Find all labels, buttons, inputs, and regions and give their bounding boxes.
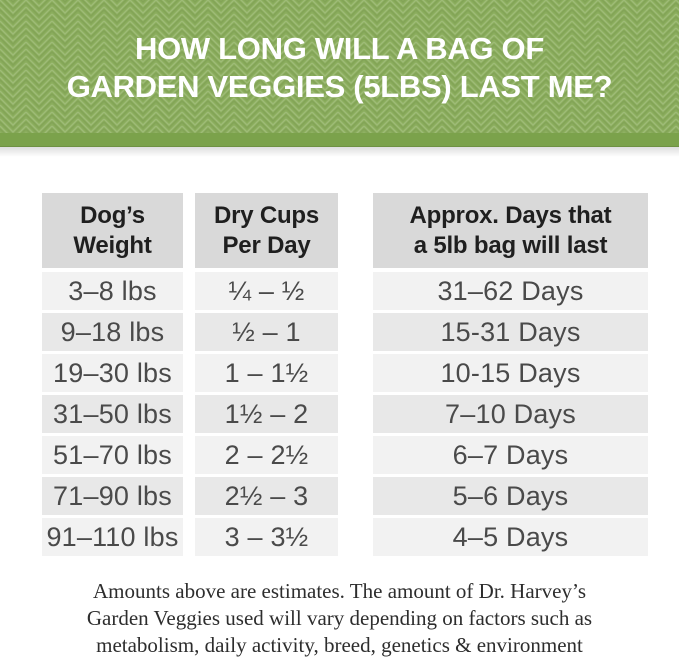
table-cell-weight-row2: 9–18 lbs	[42, 313, 183, 351]
header-line: a 5lb bag will last	[413, 231, 608, 259]
table-cell-days-row5: 6–7 Days	[373, 436, 648, 474]
table-cell-weight-row5: 51–70 lbs	[42, 436, 183, 474]
table-cell-cups-row6: 2½ – 3	[195, 477, 338, 515]
column-days-last: Approx. Days that a 5lb bag will last 31…	[373, 193, 648, 559]
table-cell-weight-row6: 71–90 lbs	[42, 477, 183, 515]
table-cell-days-row2: 15-31 Days	[373, 313, 648, 351]
header-banner: HOW LONG WILL A BAG OF GARDEN VEGGIES (5…	[0, 0, 679, 133]
header-line: Weight	[73, 231, 152, 259]
table-cell-days-row6: 5–6 Days	[373, 477, 648, 515]
banner-drop-shadow	[0, 147, 679, 157]
column-header-dogs-weight: Dog’s Weight	[42, 193, 183, 268]
footnote-text: Amounts above are estimates. The amount …	[86, 579, 593, 657]
table-cell-cups-row1: ¼ – ½	[195, 272, 338, 310]
feeding-table: Dog’s Weight 3–8 lbs 9–18 lbs 19–30 lbs …	[42, 193, 679, 559]
table-cell-days-row7: 4–5 Days	[373, 518, 648, 556]
table-cell-cups-row5: 2 – 2½	[195, 436, 338, 474]
table-cell-days-row4: 7–10 Days	[373, 395, 648, 433]
column-dogs-weight: Dog’s Weight 3–8 lbs 9–18 lbs 19–30 lbs …	[42, 193, 183, 559]
header-line: Dry Cups	[213, 201, 320, 229]
header-line: Approx. Days that	[409, 201, 612, 229]
table-cell-weight-row4: 31–50 lbs	[42, 395, 183, 433]
header-line: Per Day	[222, 231, 311, 259]
table-cell-days-row3: 10-15 Days	[373, 354, 648, 392]
table-cell-cups-row2: ½ – 1	[195, 313, 338, 351]
chevron-pattern-decoration	[0, 0, 679, 133]
table-cell-weight-row1: 3–8 lbs	[42, 272, 183, 310]
column-header-days-last: Approx. Days that a 5lb bag will last	[373, 193, 648, 268]
header-line: Dog’s	[80, 201, 145, 229]
page-title-line-2: GARDEN VEGGIES (5LBS) LAST ME?	[66, 69, 613, 104]
page-title: HOW LONG WILL A BAG OF GARDEN VEGGIES (5…	[0, 0, 679, 106]
table-cell-cups-row7: 3 – 3½	[195, 518, 338, 556]
table-cell-cups-row3: 1 – 1½	[195, 354, 338, 392]
column-header-dry-cups: Dry Cups Per Day	[195, 193, 338, 268]
table-cell-cups-row4: 1½ – 2	[195, 395, 338, 433]
page-title-line-1: HOW LONG WILL A BAG OF	[135, 31, 544, 66]
table-cell-weight-row7: 91–110 lbs	[42, 518, 183, 556]
table-cell-weight-row3: 19–30 lbs	[42, 354, 183, 392]
table-cell-days-row1: 31–62 Days	[373, 272, 648, 310]
column-dry-cups: Dry Cups Per Day ¼ – ½ ½ – 1 1 – 1½ 1½ –…	[195, 193, 338, 559]
banner-bottom-strip	[0, 133, 679, 147]
